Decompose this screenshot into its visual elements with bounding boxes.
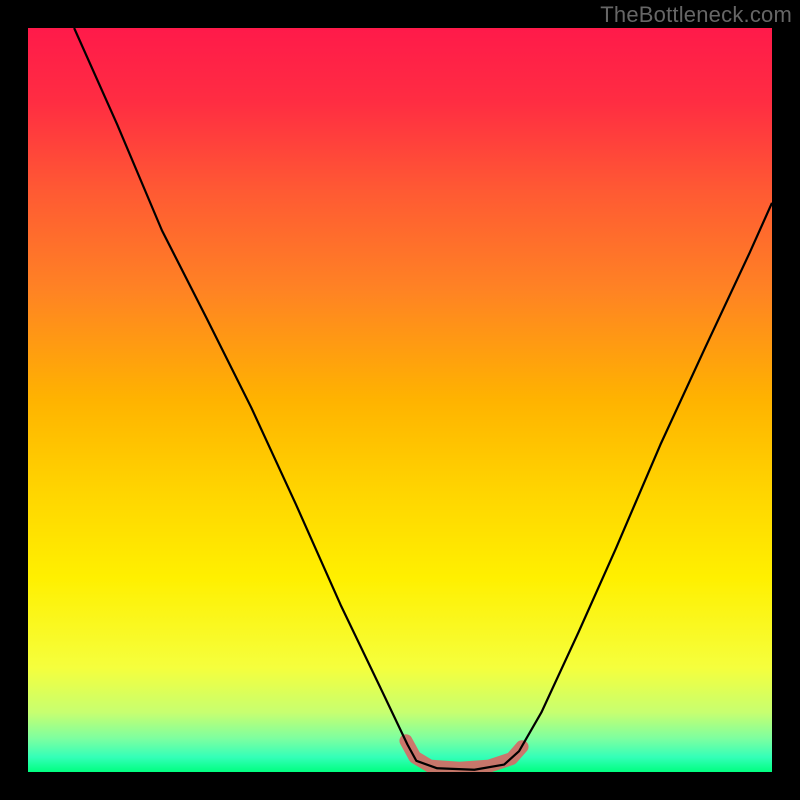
watermark-text: TheBottleneck.com: [600, 2, 792, 28]
figure-root: TheBottleneck.com: [0, 0, 800, 800]
chart-svg: [0, 0, 800, 800]
chart-background: [28, 28, 772, 772]
